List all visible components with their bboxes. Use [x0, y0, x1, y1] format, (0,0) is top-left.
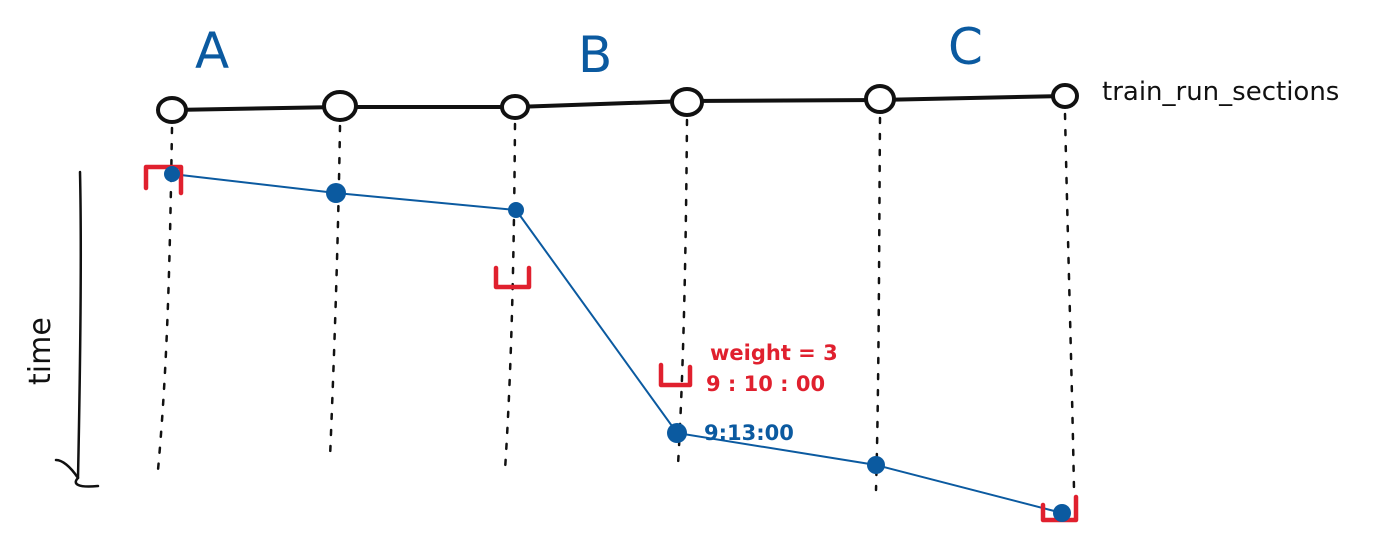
run-event [667, 423, 687, 443]
bracket-icon [658, 362, 693, 388]
run-event [164, 166, 180, 182]
arrow-head [54, 458, 100, 488]
arrow-down-icon [76, 170, 83, 480]
target-time-annotation: 9 : 10 : 00 [706, 372, 825, 396]
time-axis [54, 170, 100, 488]
track-nodes [156, 83, 1079, 124]
station-label-a: A [195, 22, 229, 80]
track-node [156, 96, 188, 124]
train-run-line [171, 173, 1063, 514]
guide-line [676, 118, 689, 467]
run-event [326, 183, 346, 203]
track-line [170, 94, 1067, 112]
track-node [322, 90, 358, 122]
track-node [1051, 83, 1079, 109]
track-label: train_run_sections [1102, 77, 1339, 107]
weight-annotation: weight = 3 [710, 341, 838, 365]
guide-line [503, 122, 517, 472]
time-axis-label: time [23, 317, 58, 385]
guide-line [1063, 112, 1076, 492]
guide-lines [156, 112, 1076, 492]
actual-time-annotation: 9:13:00 [704, 421, 794, 445]
track-node [670, 87, 704, 117]
run-event [508, 202, 524, 218]
guide-line [328, 124, 342, 460]
run-events [164, 166, 1071, 522]
run-event [1053, 504, 1071, 522]
station-label-b: B [578, 26, 612, 84]
bracket-icon [143, 164, 184, 196]
track-node [500, 94, 530, 120]
guide-line [874, 116, 882, 492]
track-node [864, 84, 896, 114]
constraints [143, 164, 1079, 523]
run-event [867, 456, 885, 474]
station-label-c: C [948, 18, 983, 76]
bracket-icon [493, 265, 532, 290]
